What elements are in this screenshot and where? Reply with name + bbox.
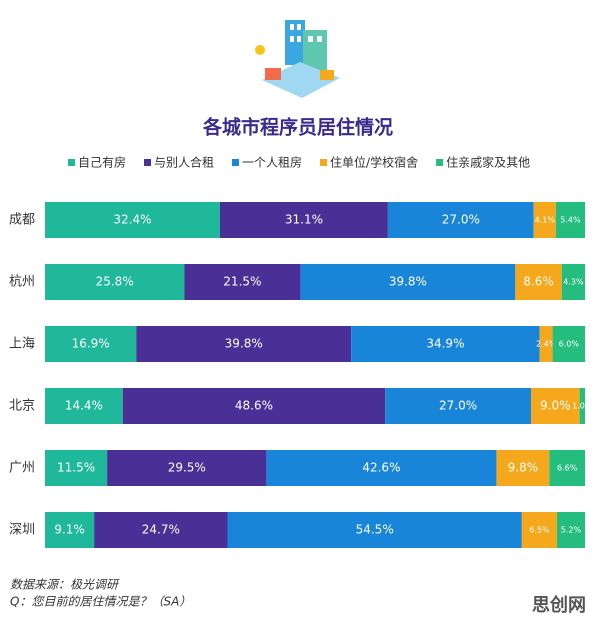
legend-swatch: [144, 159, 152, 166]
bar-segment: [45, 264, 185, 300]
value-label: 39.8%: [225, 337, 263, 351]
bar-segment: [219, 202, 388, 238]
legend-swatch: [320, 159, 328, 166]
bar-segment: [136, 326, 352, 362]
value-label: 14.4%: [65, 399, 103, 413]
legend-label: 住亲戚家及其他: [446, 155, 530, 170]
bar-segment: [387, 202, 534, 238]
value-label: 25.8%: [96, 275, 134, 289]
bar-segment: [107, 450, 267, 486]
value-label: 9.8%: [508, 461, 539, 475]
bar-segment: [266, 450, 497, 486]
value-label: 34.9%: [426, 337, 464, 351]
source: 数据来源：极光调研: [10, 578, 120, 592]
value-label: 9.0%: [540, 399, 571, 413]
value-label: 8.6%: [523, 275, 554, 289]
watermark: 思创网: [532, 594, 586, 616]
bar-segment: [552, 326, 585, 362]
value-label: 16.9%: [72, 337, 110, 351]
value-label: 42.6%: [362, 461, 400, 475]
bar-segment: [300, 264, 516, 300]
value-label: 48.6%: [235, 399, 273, 413]
y-tick-label: 深圳: [9, 523, 35, 538]
bar-segment: [45, 388, 123, 424]
bar-segment: [45, 326, 137, 362]
bar-segment: [539, 326, 553, 362]
legend-swatch: [68, 159, 75, 166]
value-label: 4.1%: [535, 216, 556, 225]
value-label: 1.0%: [572, 402, 593, 411]
bar-segment: [555, 202, 585, 238]
value-label: 32.4%: [113, 213, 151, 227]
bar-segment: [184, 264, 301, 300]
value-label: 5.2%: [561, 526, 582, 535]
value-label: 9.1%: [54, 523, 85, 537]
header-illustration: [255, 20, 340, 98]
legend-label: 与别人合租: [154, 155, 214, 170]
value-label: 6.6%: [557, 464, 578, 473]
value-label: 4.3%: [563, 278, 584, 287]
value-label: 11.5%: [57, 461, 95, 475]
bar-segment: [579, 388, 585, 424]
bar-segment: [45, 202, 220, 238]
value-label: 27.0%: [439, 399, 477, 413]
legend-swatch: [436, 159, 444, 166]
bar-segment: [385, 388, 531, 424]
value-label: 29.5%: [168, 461, 206, 475]
bar-segment: [515, 264, 562, 300]
legend-label: 自己有房: [78, 155, 126, 170]
bar-segment: [122, 388, 386, 424]
value-label: 2.4%: [536, 340, 557, 349]
value-label: 54.5%: [356, 523, 394, 537]
bar-segment: [521, 512, 557, 548]
bar-segment: [556, 512, 585, 548]
legend-label: 住单位/学校宿舍: [330, 155, 418, 170]
value-label: 31.1%: [285, 213, 323, 227]
bar-segment: [45, 512, 95, 548]
bar-segment: [533, 202, 556, 238]
y-tick-label: 上海: [9, 337, 35, 352]
bar-segment: [227, 512, 522, 548]
legend-label: 一个人租房: [242, 155, 302, 170]
bar-segment: [351, 326, 540, 362]
value-label: 5.4%: [560, 216, 581, 225]
chart-title: 各城市程序员居住情况: [202, 116, 393, 139]
bar-segment: [94, 512, 228, 548]
value-label: 39.8%: [389, 275, 427, 289]
value-label: 24.7%: [142, 523, 180, 537]
value-label: 6.5%: [529, 526, 550, 535]
bar-segment: [496, 450, 550, 486]
y-tick-label: 北京: [9, 399, 35, 414]
bar-segment: [531, 388, 580, 424]
value-label: 27.0%: [442, 213, 480, 227]
y-tick-label: 成都: [9, 213, 35, 228]
bar-segment: [45, 450, 108, 486]
bar-segment: [549, 450, 585, 486]
bar-segment: [561, 264, 585, 300]
question: Q：您目前的居住情况是？（SA）: [10, 595, 191, 609]
y-tick-label: 杭州: [9, 275, 35, 290]
y-tick-label: 广州: [9, 461, 35, 476]
value-label: 6.0%: [559, 340, 580, 349]
legend-swatch: [232, 159, 240, 166]
value-label: 21.5%: [223, 275, 261, 289]
